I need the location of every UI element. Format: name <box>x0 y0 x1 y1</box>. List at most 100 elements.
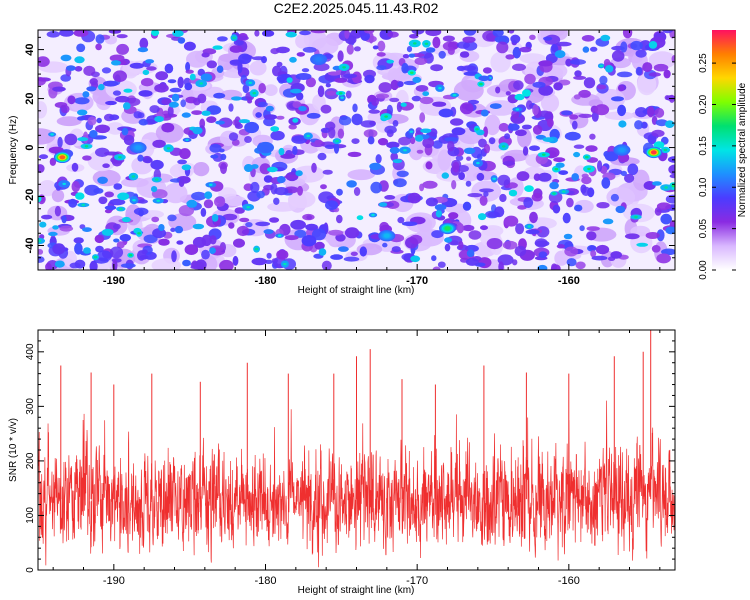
spectrogram-spot <box>81 203 86 207</box>
spectrogram-cell <box>532 104 539 116</box>
spectrogram-spot <box>123 88 133 93</box>
spectrogram-cell <box>101 67 112 74</box>
spectrogram-cell <box>314 139 323 145</box>
spectrogram-cell <box>425 30 442 37</box>
spectrogram-cell <box>486 238 503 250</box>
spectrogram-cell <box>229 59 242 66</box>
spectrogram-spot <box>466 249 475 258</box>
spectrogram-spot <box>238 119 250 124</box>
spectrogram-cell <box>137 154 144 162</box>
spectrogram-spot <box>420 128 432 134</box>
spectrogram-spot <box>489 103 502 109</box>
spectrogram-cell <box>139 37 149 50</box>
spectrogram-cell <box>98 196 108 205</box>
spectrogram-spot <box>82 227 92 233</box>
spectrogram-spot <box>422 91 430 97</box>
spectrogram-spot <box>587 167 591 171</box>
spectrogram-cell <box>311 228 327 241</box>
spectrogram-cell <box>95 34 105 44</box>
spectrogram-cell <box>377 138 389 146</box>
spectrogram-cell <box>610 193 620 202</box>
spectrogram-cell <box>191 110 203 115</box>
spectrogram-cell <box>479 195 488 206</box>
spectrogram-spot <box>386 59 395 64</box>
spectrogram-spot <box>475 128 479 131</box>
spectrogram-spot <box>186 199 198 208</box>
spectrogram-cell <box>663 69 671 79</box>
spectrogram-texture <box>163 182 188 204</box>
spectrogram-cell <box>89 260 98 270</box>
spectrogram-spot <box>306 134 311 138</box>
spectrogram-cell <box>41 214 53 220</box>
spectrogram-cell <box>359 246 367 257</box>
spectrogram-cell <box>261 56 267 64</box>
spectrogram-texture <box>387 68 401 84</box>
spectrogram-cell <box>270 48 280 55</box>
spectrogram-cell <box>552 204 561 214</box>
spectrogram-cell <box>170 227 176 232</box>
spectrogram-cell <box>456 165 469 173</box>
spectrogram-cell <box>581 186 591 196</box>
spectrogram-cell <box>161 98 172 105</box>
spectrogram-cell <box>419 112 426 123</box>
spectrogram-spot <box>89 130 98 138</box>
spectrogram-spot <box>270 126 280 132</box>
spectrogram-cell <box>266 252 272 259</box>
spectrogram-spot <box>199 82 203 85</box>
spectrogram-spot <box>185 138 189 142</box>
spectrogram-cell <box>410 136 416 145</box>
spectrogram-cell <box>201 249 210 260</box>
spectrogram-spot <box>39 221 47 228</box>
spectrogram-cell <box>321 260 332 270</box>
spectrogram-texture <box>347 169 375 181</box>
spectrogram-cell <box>95 43 102 51</box>
spectrogram-spot <box>549 181 559 190</box>
spectrogram-spot <box>50 133 54 136</box>
spectrogram-texture <box>51 189 65 203</box>
spectrogram-cell <box>299 30 311 36</box>
spectrogram-spot <box>84 145 89 148</box>
spectrogram-spot <box>537 264 548 270</box>
spectrogram-cell <box>284 235 299 241</box>
spectrogram-spot <box>254 247 259 251</box>
spectrogram-cell <box>483 191 489 197</box>
spectrogram-cell <box>403 80 417 86</box>
spectrogram-cell <box>197 93 207 104</box>
spectrogram-texture <box>540 93 560 113</box>
spectrogram-cell <box>233 39 244 46</box>
spectrogram-cell <box>397 216 405 224</box>
spectrogram-cell <box>60 105 70 114</box>
spectrogram-cell <box>456 65 466 71</box>
spectrogram-spot <box>441 172 449 179</box>
spectrogram-cell <box>498 261 504 270</box>
spectrogram-spot <box>527 225 531 228</box>
spectrogram-cell <box>176 240 184 245</box>
spectrogram-cell <box>142 157 153 164</box>
spectrogram-spot <box>554 50 566 59</box>
spectrogram-cell <box>38 164 45 173</box>
spectrogram-spot <box>671 184 675 188</box>
spectrogram-cell <box>219 259 234 270</box>
spectrogram-spot <box>276 176 286 184</box>
spectrogram-cell <box>573 144 585 149</box>
spectrogram-cell <box>237 35 249 41</box>
spectrogram-cell <box>236 225 250 237</box>
spectrogram-cell <box>514 245 527 257</box>
spectrogram-spot <box>74 56 85 64</box>
spectrogram-spot <box>177 37 186 44</box>
spectrogram-texture <box>224 195 247 207</box>
spectrogram-cell <box>270 130 285 141</box>
spectrogram-spot <box>154 116 164 123</box>
spectrogram-cell <box>651 129 665 137</box>
spectrogram-cell <box>258 101 268 108</box>
spectrogram-cell <box>581 173 589 178</box>
y-tick-label: 0 <box>24 144 36 150</box>
spectrogram-cell <box>476 172 485 181</box>
spectrogram-cell <box>561 110 573 116</box>
spectrogram-cell <box>71 181 81 193</box>
spectrogram-cell <box>384 195 396 200</box>
spectrogram-cell <box>269 217 280 223</box>
spectrogram-cell <box>402 54 410 59</box>
spectrogram-cell <box>616 71 633 78</box>
spectrogram-spot <box>290 88 302 94</box>
